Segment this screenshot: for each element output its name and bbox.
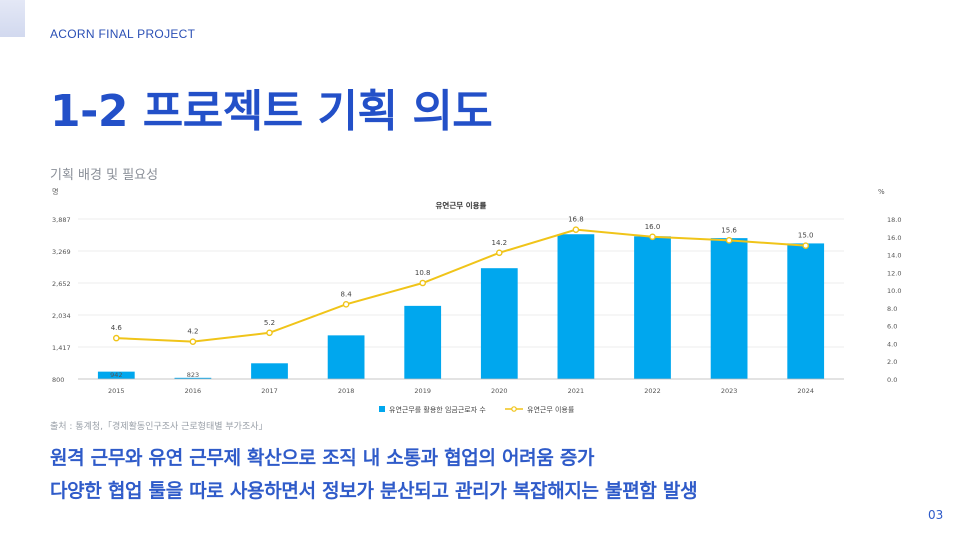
y-right-tick-label: 4.0 [887, 340, 897, 348]
source-note: 출처 : 통계청,「경제활동인구조사 근로형태별 부가조사」 [50, 422, 268, 432]
bullet-point-2: 다양한 협업 툴을 따로 사용하면서 정보가 분산되고 관리가 복잡해지는 불편… [50, 480, 698, 502]
line-point [113, 334, 120, 342]
bullet-point-1: 원격 근무와 유연 근무제 확산으로 조직 내 소통과 협업의 어려움 증가 [50, 447, 595, 469]
chart-area: 명% 유연근무 이용률 3,887 3,269 2,652 2,034 1,417 800 18… [44, 184, 920, 420]
project-label: ACORN FINAL PROJECT [50, 27, 196, 41]
line-value-label: 16.0 [645, 223, 661, 231]
y-right-tick-label: 2.0 [887, 358, 897, 366]
line-value-label: 14.2 [492, 239, 508, 247]
chart-bar [787, 243, 825, 379]
y-right-tick-label: 18.0 [887, 216, 901, 224]
x-tick-label: 2017 [261, 387, 278, 395]
combo-chart: 명 % 유연근무 이용률 3,887 3,269 2,652 2,034 1,417 800 18… [52, 187, 901, 414]
slide-title: 1-2 프로젝트 기획 의도 [50, 86, 493, 137]
x-tick-label: 2020 [491, 387, 508, 395]
x-tick-label: 2015 [108, 387, 125, 395]
y-right-tick-label: 12.0 [887, 269, 901, 277]
chart-bar [710, 238, 748, 379]
slide-subtitle: 기획 배경 및 필요성 [50, 168, 159, 183]
x-tick-label: 2024 [797, 387, 814, 395]
chart-bar [557, 234, 595, 379]
legend-bar-swatch [379, 406, 385, 412]
line-value-label: 5.2 [264, 319, 275, 327]
x-tick-label: 2022 [644, 387, 661, 395]
chart-bar [480, 268, 518, 379]
y-left-unit: 명 [52, 187, 58, 196]
line-point [649, 233, 656, 241]
line-point [419, 279, 427, 287]
line-point [802, 242, 810, 249]
line-point [725, 237, 733, 244]
line-value-label: 16.8 [568, 216, 584, 224]
line-point [189, 338, 197, 345]
bar-value-label: 823 [187, 371, 199, 379]
line-value-label: 15.6 [721, 226, 737, 234]
x-tick-label: 2021 [568, 387, 585, 395]
line-value-label: 4.2 [187, 328, 198, 336]
y-left-tick-label: 2,034 [52, 312, 71, 320]
line-point [572, 226, 580, 233]
x-tick-label: 2019 [414, 387, 431, 395]
y-left-tick-label: 3,887 [52, 216, 71, 224]
y-right-tick-label: 16.0 [887, 234, 901, 242]
corner-decoration [0, 0, 25, 37]
y-right-tick-label: 14.0 [887, 252, 901, 260]
line-value-label: 15.0 [798, 232, 814, 240]
y-left-tick-label: 1,417 [52, 344, 71, 352]
line-value-label: 8.4 [341, 290, 353, 298]
x-tick-label: 2023 [721, 387, 738, 395]
chart-bar [327, 335, 365, 379]
chart-bar [634, 236, 671, 379]
x-tick-label: 2018 [338, 387, 355, 395]
y-right-tick-label: 8.0 [887, 305, 897, 313]
page-number: 03 [928, 508, 944, 522]
chart-bar [251, 363, 288, 379]
chart-title: 유연근무 이용률 [436, 200, 487, 210]
line-point [495, 249, 503, 257]
chart-bar [404, 305, 442, 379]
y-right-unit: % [878, 188, 885, 196]
legend-bar-label: 유연근무를 활용한 임금근로자 수 [389, 405, 486, 414]
line-value-label: 10.8 [415, 269, 431, 277]
line-point [266, 329, 273, 337]
line-point [342, 301, 350, 308]
chart-bar [174, 377, 212, 379]
legend-line-label: 유연근무 이용률 [527, 405, 575, 414]
y-right-tick-label: 0.0 [887, 376, 897, 384]
y-right-tick-label: 10.0 [887, 287, 901, 295]
bar-value-label: 942 [110, 371, 122, 379]
line-value-label: 4.6 [111, 324, 123, 332]
y-right-tick-label: 6.0 [887, 323, 897, 331]
y-left-tick-label: 3,269 [52, 248, 71, 256]
y-left-tick-label: 2,652 [52, 280, 71, 288]
chart-bar [97, 371, 135, 379]
legend-line-marker [511, 406, 517, 412]
x-tick-label: 2016 [185, 387, 202, 395]
line-series-usage-rate [116, 228, 806, 343]
y-left-tick-label: 800 [52, 376, 64, 384]
